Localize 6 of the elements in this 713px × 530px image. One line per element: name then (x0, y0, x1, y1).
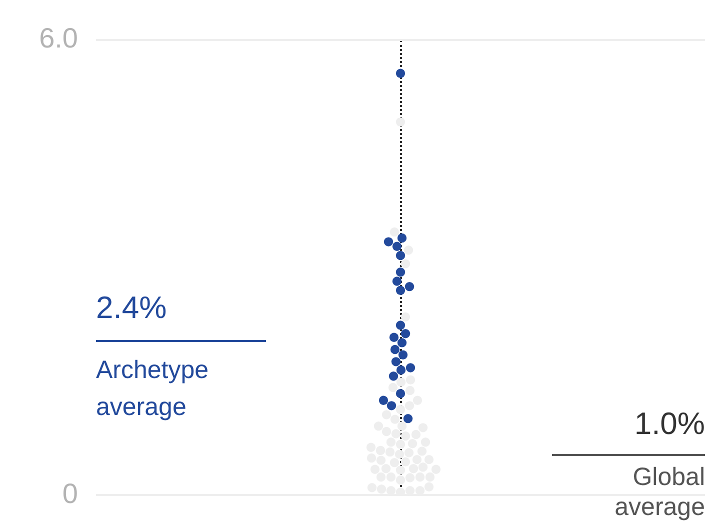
annotation: 1.0% (634, 406, 705, 442)
y-tick-label: 6.0 (39, 22, 78, 54)
annotation: Archetype average (96, 355, 210, 423)
annotation: Global average (614, 462, 705, 522)
annotation: 2.4% (96, 290, 167, 326)
y-tick-label: 0 (62, 478, 78, 509)
